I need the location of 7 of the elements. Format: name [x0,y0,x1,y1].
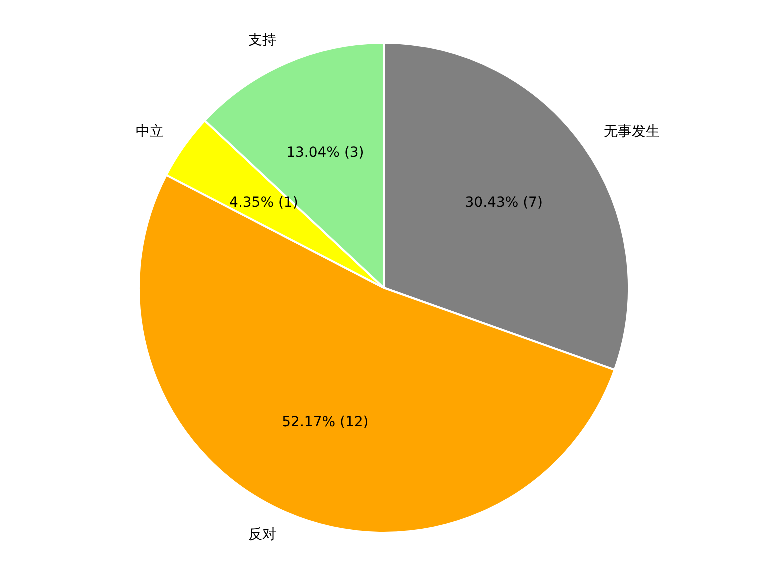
slice-label: 中立 [136,124,164,140]
data-label: 30.43% (7) [465,194,543,211]
slice-label: 支持 [248,32,277,48]
data-label: 13.04% (3) [286,144,364,161]
data-label: 52.17% (12) [282,414,369,430]
slice-label: 反对 [248,526,277,543]
slice-label: 无事发生 [604,124,660,140]
